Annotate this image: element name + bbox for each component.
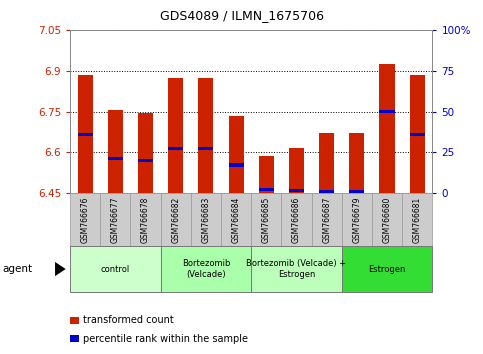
Text: GSM766682: GSM766682 [171, 196, 180, 242]
Text: GSM766678: GSM766678 [141, 196, 150, 243]
Bar [191, 193, 221, 246]
Bar [289, 148, 304, 193]
Bar [78, 75, 93, 193]
Bar [228, 116, 243, 193]
Bar [259, 188, 274, 191]
Bar [289, 189, 304, 192]
Bar [349, 133, 364, 193]
Text: percentile rank within the sample: percentile rank within the sample [83, 334, 248, 344]
Text: GSM766680: GSM766680 [383, 196, 392, 243]
Text: GSM766684: GSM766684 [231, 196, 241, 243]
Bar [380, 110, 395, 113]
Text: GSM766686: GSM766686 [292, 196, 301, 243]
Bar [138, 113, 153, 193]
Text: GSM766681: GSM766681 [412, 196, 422, 242]
Bar [168, 78, 183, 193]
Bar [410, 75, 425, 193]
Text: GSM766687: GSM766687 [322, 196, 331, 243]
Text: GSM766677: GSM766677 [111, 196, 120, 243]
Text: GSM766679: GSM766679 [352, 196, 361, 243]
Bar [130, 193, 160, 246]
Text: control: control [100, 264, 130, 274]
Bar [342, 193, 372, 246]
Bar [70, 193, 100, 246]
Bar [319, 190, 334, 193]
Bar [228, 163, 243, 167]
Bar [410, 133, 425, 136]
Bar [168, 147, 183, 150]
Bar [380, 64, 395, 193]
Text: GSM766685: GSM766685 [262, 196, 271, 243]
Bar [281, 193, 312, 246]
Bar [100, 193, 130, 246]
Bar [251, 246, 342, 292]
Bar [108, 110, 123, 193]
Text: transformed count: transformed count [83, 315, 173, 325]
Bar [251, 193, 281, 246]
Bar [319, 133, 334, 193]
Bar [70, 246, 160, 292]
Bar [342, 246, 432, 292]
Text: agent: agent [2, 264, 32, 274]
Bar [160, 246, 251, 292]
Bar [108, 156, 123, 160]
Bar [199, 78, 213, 193]
Bar [221, 193, 251, 246]
Bar [199, 147, 213, 150]
Text: GDS4089 / ILMN_1675706: GDS4089 / ILMN_1675706 [159, 9, 324, 22]
Bar [312, 193, 342, 246]
Text: Bortezomib (Velcade) +
Estrogen: Bortezomib (Velcade) + Estrogen [246, 259, 346, 279]
Text: Bortezomib
(Velcade): Bortezomib (Velcade) [182, 259, 230, 279]
Bar [259, 156, 274, 193]
Bar [402, 193, 432, 246]
Text: Estrogen: Estrogen [369, 264, 406, 274]
Text: GSM766683: GSM766683 [201, 196, 211, 243]
Bar [349, 190, 364, 193]
Text: GSM766676: GSM766676 [81, 196, 90, 243]
Bar [138, 159, 153, 162]
Bar [372, 193, 402, 246]
Bar [78, 133, 93, 136]
Bar [160, 193, 191, 246]
